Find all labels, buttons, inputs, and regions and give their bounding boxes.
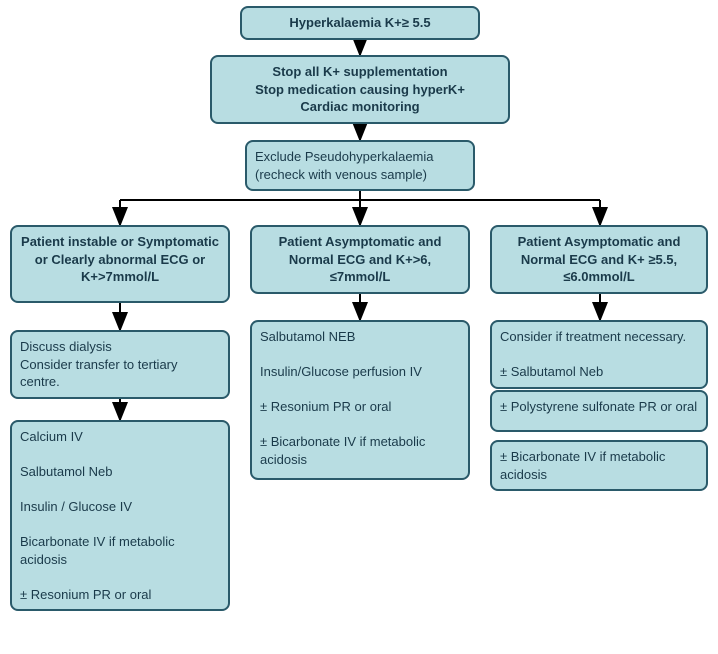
node-exclude: Exclude Pseudohyperkalaemia(recheck with…	[245, 140, 475, 191]
node-br3_b: ± Polystyrene sulfonate PR or oral	[490, 390, 708, 432]
node-br2_a: Salbutamol NEBInsulin/Glucose perfusion …	[250, 320, 470, 480]
node-title: Hyperkalaemia K+≥ 5.5	[240, 6, 480, 40]
node-br1_a: Discuss dialysisConsider transfer to ter…	[10, 330, 230, 399]
node-br1_head: Patient instable or Symptomatic or Clear…	[10, 225, 230, 303]
node-br2_head: Patient Asymptomatic and Normal ECG and …	[250, 225, 470, 294]
node-br3_a: Consider if treatment necessary.± Salbut…	[490, 320, 708, 389]
node-br3_head: Patient Asymptomatic and Normal ECG and …	[490, 225, 708, 294]
node-br3_c: ± Bicarbonate IV if metabolic acidosis	[490, 440, 708, 491]
node-stop: Stop all K+ supplementationStop medicati…	[210, 55, 510, 124]
node-br1_b: Calcium IVSalbutamol NebInsulin / Glucos…	[10, 420, 230, 611]
